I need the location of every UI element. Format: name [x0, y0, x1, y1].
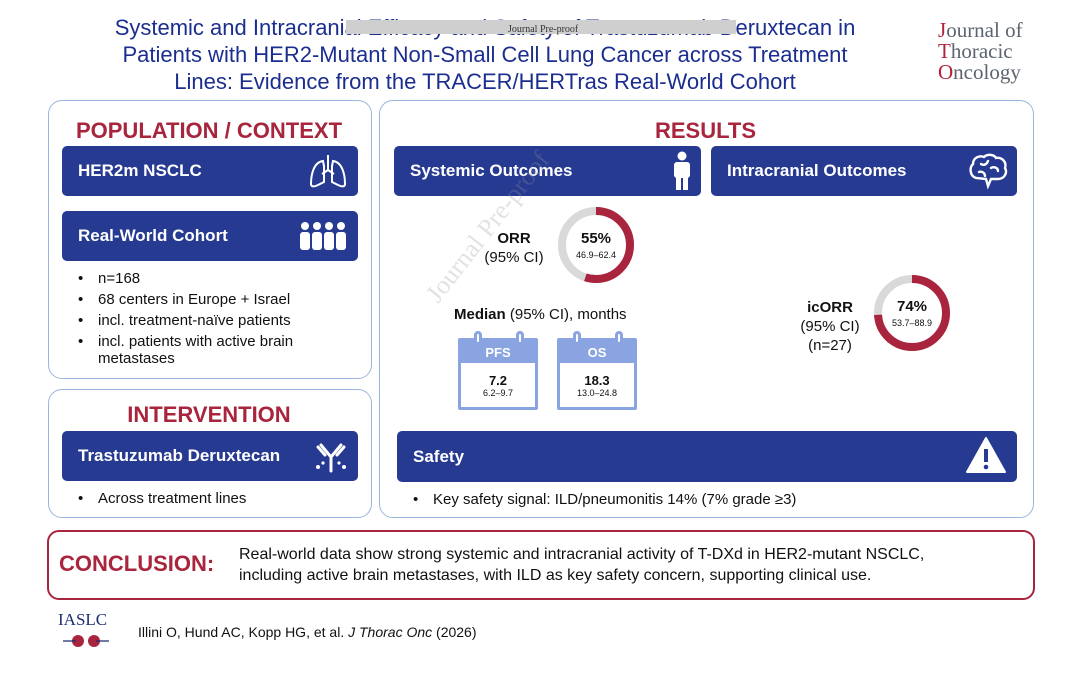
os-ci: 13.0–24.8: [576, 388, 618, 398]
her2m-nsclc-label: HER2m NSCLC: [78, 161, 202, 180]
pfs-label: PFS: [461, 341, 535, 363]
redaction-bar: [346, 20, 736, 34]
conclusion-panel: [47, 530, 1035, 600]
list-item: n=168: [62, 268, 362, 289]
lungs-icon: [309, 155, 347, 188]
icorr-title: icORR: [807, 299, 853, 316]
conclusion-text: Real-world data show strong systemic and…: [239, 544, 1024, 586]
brain-icon: [969, 153, 1008, 190]
icorr-donut-arc: [874, 275, 950, 351]
median-label: Median (95% CI), months: [454, 306, 627, 323]
population-heading: POPULATION / CONTEXT: [75, 118, 343, 143]
icorr-n-label: (n=27): [808, 337, 852, 354]
orr-donut: [558, 207, 634, 283]
intracranial-outcomes-label: Intracranial Outcomes: [727, 161, 907, 180]
results-heading: RESULTS: [654, 118, 757, 143]
pfs-calendar: PFS 7.2 6.2–9.7: [458, 338, 538, 410]
title-line: Lines: Evidence from the TRACER/HERTras …: [174, 69, 796, 94]
orr-donut-arc: [558, 207, 634, 283]
orr-label: ORR (95% CI): [466, 229, 562, 267]
list-item: incl. treatment-naïve patients: [62, 310, 362, 331]
os-calendar: OS 18.3 13.0–24.8: [557, 338, 637, 410]
population-bullets: n=168 68 centers in Europe + Israel incl…: [62, 268, 362, 367]
calendar-ring: [615, 331, 623, 345]
intervention-drug-label: Trastuzumab Deruxtecan: [78, 446, 281, 465]
orr-ci-label: (95% CI): [484, 249, 544, 266]
conclusion-heading: CONCLUSION:: [59, 551, 215, 576]
conclusion-line: including active brain metastases, with …: [239, 567, 872, 584]
safety-label: Safety: [413, 446, 465, 466]
os-value: 18.3: [584, 373, 610, 388]
calendar-ring: [516, 331, 524, 345]
person-icon: [674, 151, 690, 190]
os-label: OS: [560, 341, 634, 363]
intracranial-outcomes-bar: Intracranial Outcomes: [711, 146, 1017, 196]
intervention-heading: INTERVENTION: [127, 402, 291, 427]
list-item: Across treatment lines: [62, 488, 362, 509]
list-item: 68 centers in Europe + Israel: [62, 289, 362, 310]
safety-bar: Safety: [397, 431, 1017, 482]
list-item: incl. patients with active brain metasta…: [62, 331, 362, 367]
icorr-label: icORR (95% CI) (n=27): [784, 298, 876, 355]
real-world-cohort-label: Real-World Cohort: [78, 226, 228, 245]
real-world-cohort-bar: Real-World Cohort: [62, 211, 358, 261]
safety-bullets: Key safety signal: ILD/pneumonitis 14% (…: [397, 489, 1017, 510]
citation: Illini O, Hund AC, Kopp HG, et al. J Tho…: [138, 624, 477, 640]
icorr-ci-label: (95% CI): [800, 318, 860, 335]
orr-title: ORR: [497, 230, 531, 247]
her2m-nsclc-bar: HER2m NSCLC: [62, 146, 358, 196]
journal-logo: Journal of Thoracic Oncology: [938, 18, 1023, 84]
orr-percent: 55%: [580, 230, 612, 247]
list-item: Key safety signal: ILD/pneumonitis 14% (…: [397, 489, 1017, 510]
pfs-ci: 6.2–9.7: [482, 388, 514, 398]
orr-ci-value: 46.9–62.4: [575, 250, 617, 260]
icorr-percent: 74%: [896, 298, 928, 315]
calendar-ring: [573, 331, 581, 345]
systemic-outcomes-label: Systemic Outcomes: [410, 161, 573, 180]
title-line: Patients with HER2-Mutant Non-Small Cell…: [122, 42, 848, 67]
conclusion-line: Real-world data show strong systemic and…: [239, 546, 925, 563]
trastuzumab-deruxtecan-bar: Trastuzumab Deruxtecan: [62, 431, 358, 481]
warning-icon: [966, 437, 1006, 473]
antibody-icon: [316, 443, 346, 473]
iaslc-lungs-icon: [63, 635, 109, 647]
intervention-bullets: Across treatment lines: [62, 488, 362, 509]
iaslc-logo: IASLC: [58, 610, 108, 629]
pfs-value: 7.2: [488, 373, 508, 388]
poster-title: Systemic and Intracranial Efficacy and S…: [60, 14, 910, 95]
journal-pre-proof-overlay: Journal Pre-proof: [508, 24, 579, 35]
systemic-outcomes-bar: Systemic Outcomes: [394, 146, 701, 196]
icorr-donut: [874, 275, 950, 351]
people-icon: [300, 222, 346, 250]
icorr-ci-value: 53.7–88.9: [891, 318, 933, 328]
calendar-ring: [474, 331, 482, 345]
